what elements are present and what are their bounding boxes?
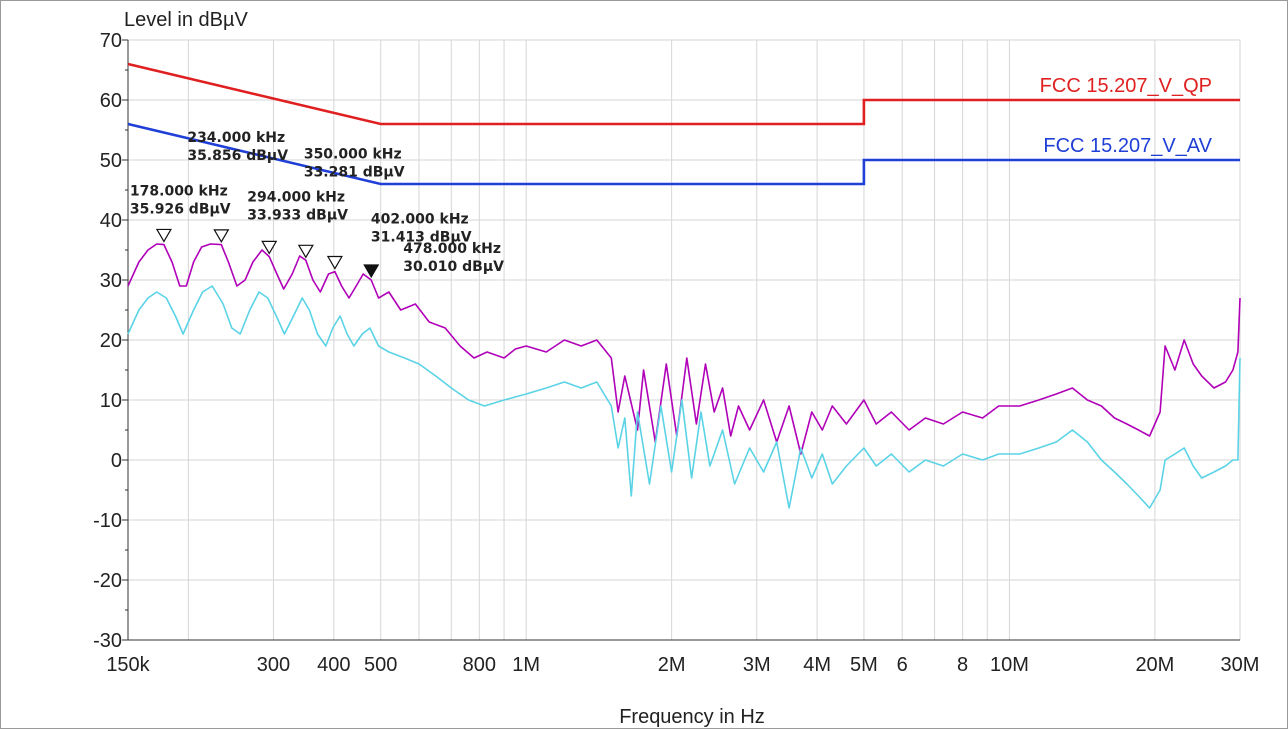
x-tick-label: 5M [850, 654, 878, 676]
marker-triangle [297, 244, 314, 259]
marker-frequency-label: 234.000 kHz [187, 130, 285, 146]
y-tick-label: -20 [93, 570, 122, 592]
y-tick-label: 20 [100, 330, 122, 352]
x-tick-label: 10M [990, 654, 1029, 676]
y-tick-label: -30 [93, 630, 122, 652]
limit-line-label: FCC 15.207_V_QP [1040, 75, 1212, 97]
x-axis-title: Frequency in Hz [619, 706, 765, 728]
active-marker-triangle [363, 264, 380, 279]
x-tick-label: 300 [257, 654, 290, 676]
series-line-average [127, 285, 1241, 509]
series-layer [127, 243, 1241, 509]
marker-level-label: 33.281 dBµV [304, 164, 405, 180]
limit-line [127, 62, 1240, 126]
y-tick-label: 50 [100, 150, 122, 172]
limits-layer: FCC 15.207_V_QP FCC 15.207_V_AV [127, 62, 1240, 186]
marker-frequency-label: 402.000 kHz [371, 212, 469, 228]
marker-level-label: 35.926 dBµV [130, 201, 231, 217]
x-tick-label: 400 [317, 654, 350, 676]
x-tick-label: 6 [897, 654, 908, 676]
x-tick-label: 150k [106, 654, 150, 676]
limit-line-label: FCC 15.207_V_AV [1043, 135, 1212, 157]
y-tick-label: -10 [93, 510, 122, 532]
labels-layer: 178.000 kHz 35.926 dBµV 234.000 kHz 35.856 … [130, 130, 504, 275]
marker-triangle [155, 228, 172, 243]
x-tick-label: 1M [512, 654, 540, 676]
x-tick-label: 4M [803, 654, 831, 676]
x-tick-label: 800 [463, 654, 496, 676]
markers-layer [155, 228, 380, 279]
marker-triangle [326, 255, 343, 270]
x-tick-label: 20M [1135, 654, 1174, 676]
marker-frequency-label: 294.000 kHz [247, 189, 345, 205]
limit-line [127, 122, 1240, 186]
x-tick-label: 30M [1221, 654, 1260, 676]
y-tick-label: 10 [100, 390, 122, 412]
marker-level-label: 35.856 dBµV [187, 148, 288, 164]
marker-level-label: 30.010 dBµV [403, 259, 504, 275]
marker-triangle [261, 240, 278, 255]
x-tick-label: 500 [364, 654, 397, 676]
marker-level-label: 31.413 dBµV [371, 230, 472, 246]
y-tick-label: 60 [100, 90, 122, 112]
y-axis-title: Level in dBµV [124, 9, 248, 31]
marker-level-label: 33.933 dBµV [247, 207, 348, 223]
x-tick-label: 2M [658, 654, 686, 676]
y-tick-label: 70 [100, 30, 122, 52]
x-tick-label: 3M [743, 654, 771, 676]
x-tick-label: 8 [957, 654, 968, 676]
marker-triangle [213, 229, 230, 244]
axes: -30 -20 -10 0 10 20 30 40 50 60 70 150k 300 400 500 800… [93, 30, 1259, 676]
series-line-peak [127, 243, 1241, 455]
marker-frequency-label: 178.000 kHz [130, 183, 228, 199]
marker-frequency-label: 350.000 kHz [304, 146, 402, 162]
y-tick-label: 0 [111, 450, 122, 472]
grid [128, 39, 1241, 641]
y-tick-label: 30 [100, 270, 122, 292]
y-tick-label: 40 [100, 210, 122, 232]
marker-frequency-label: 478.000 kHz [403, 241, 501, 257]
